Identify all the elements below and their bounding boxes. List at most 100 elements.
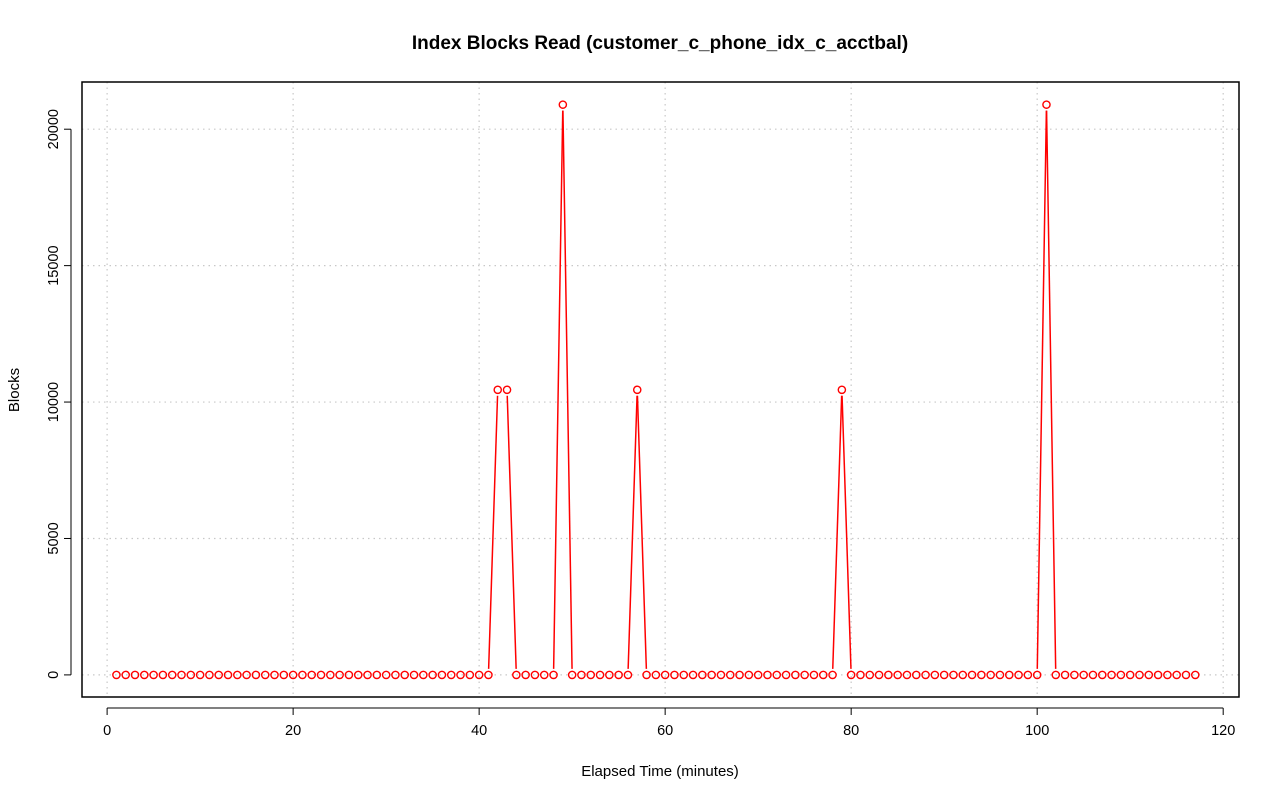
data-point bbox=[186, 670, 196, 680]
data-point bbox=[800, 670, 809, 680]
data-point bbox=[586, 670, 596, 680]
data-point bbox=[977, 670, 986, 680]
data-point bbox=[753, 670, 763, 680]
x-tick-label: 60 bbox=[657, 723, 673, 739]
data-point bbox=[233, 670, 242, 680]
data-point bbox=[1088, 670, 1098, 680]
data-point bbox=[884, 670, 893, 680]
data-point bbox=[614, 670, 623, 680]
y-tick-label: 10000 bbox=[46, 382, 62, 422]
data-point bbox=[837, 385, 847, 395]
data-point bbox=[1181, 670, 1191, 680]
data-point bbox=[419, 670, 428, 680]
data-point bbox=[530, 670, 540, 680]
data-point bbox=[512, 670, 521, 680]
data-point bbox=[195, 670, 205, 680]
data-point bbox=[958, 670, 968, 680]
data-point bbox=[939, 670, 949, 680]
data-point bbox=[298, 670, 307, 680]
data-point bbox=[930, 670, 940, 680]
data-point bbox=[484, 670, 493, 680]
data-point bbox=[456, 670, 465, 680]
data-point bbox=[316, 670, 326, 680]
data-point bbox=[1144, 670, 1154, 680]
data-point bbox=[474, 670, 484, 680]
data-point bbox=[902, 670, 912, 680]
data-point bbox=[642, 670, 651, 680]
data-point bbox=[363, 670, 372, 680]
data-point bbox=[688, 670, 698, 680]
x-tick-label: 0 bbox=[103, 723, 111, 739]
data-point bbox=[549, 670, 558, 680]
data-point bbox=[911, 670, 921, 680]
data-point bbox=[539, 670, 549, 680]
data-point bbox=[326, 670, 335, 680]
data-point bbox=[502, 385, 512, 395]
data-point bbox=[577, 670, 586, 680]
x-tick-label: 80 bbox=[843, 723, 859, 739]
data-point bbox=[660, 670, 670, 680]
data-point bbox=[651, 670, 661, 680]
y-tick-label: 5000 bbox=[46, 522, 62, 554]
data-point bbox=[846, 670, 856, 680]
data-point bbox=[493, 385, 503, 395]
data-point bbox=[521, 670, 530, 680]
series-line-segment bbox=[562, 110, 573, 669]
series-line-segment bbox=[841, 395, 852, 669]
data-point bbox=[1116, 670, 1126, 680]
data-point bbox=[409, 670, 419, 680]
data-point bbox=[632, 385, 642, 395]
y-tick-label: 20000 bbox=[46, 109, 62, 149]
data-point bbox=[698, 670, 707, 680]
data-point bbox=[270, 670, 279, 680]
x-tick-label: 100 bbox=[1025, 723, 1049, 739]
data-point bbox=[158, 670, 168, 680]
data-point bbox=[567, 670, 577, 680]
data-point bbox=[986, 670, 995, 680]
y-tick-label: 15000 bbox=[46, 245, 62, 285]
series-line-segment bbox=[832, 395, 843, 669]
data-point bbox=[1004, 670, 1014, 680]
series-line-segment bbox=[506, 395, 517, 669]
data-point bbox=[372, 670, 382, 680]
data-point bbox=[149, 670, 158, 680]
data-point bbox=[1153, 670, 1163, 680]
series-line-segment bbox=[1045, 110, 1057, 669]
grid bbox=[82, 82, 1239, 697]
data-point bbox=[1190, 670, 1200, 680]
data-point bbox=[288, 670, 298, 680]
x-tick-label: 120 bbox=[1211, 723, 1235, 739]
data-point bbox=[781, 670, 791, 680]
data-point bbox=[112, 670, 121, 680]
y-axis-label: Blocks bbox=[6, 368, 23, 412]
data-point bbox=[679, 670, 689, 680]
data-point bbox=[121, 670, 131, 680]
data-point bbox=[558, 100, 568, 109]
data-point bbox=[828, 670, 837, 680]
data-point bbox=[130, 670, 140, 680]
series-line-segment bbox=[636, 395, 648, 669]
data-point bbox=[921, 670, 930, 680]
data-point bbox=[428, 670, 437, 680]
series-line-segment bbox=[1036, 110, 1048, 669]
data-point bbox=[251, 670, 261, 680]
data-point bbox=[716, 670, 726, 680]
data-point bbox=[1060, 670, 1070, 680]
data-point bbox=[893, 670, 902, 680]
data-point bbox=[605, 670, 614, 680]
data-point bbox=[809, 670, 819, 680]
data-point bbox=[400, 670, 410, 680]
data-point bbox=[995, 670, 1005, 680]
data-point bbox=[744, 670, 754, 680]
data-point bbox=[791, 670, 800, 680]
data-point bbox=[1107, 670, 1116, 680]
data-point bbox=[335, 670, 344, 680]
data-point bbox=[670, 670, 679, 680]
data-point bbox=[1172, 670, 1181, 680]
series bbox=[112, 100, 1200, 680]
data-point bbox=[735, 670, 744, 680]
data-point bbox=[381, 670, 391, 680]
data-point bbox=[446, 670, 456, 680]
data-point bbox=[707, 670, 716, 680]
